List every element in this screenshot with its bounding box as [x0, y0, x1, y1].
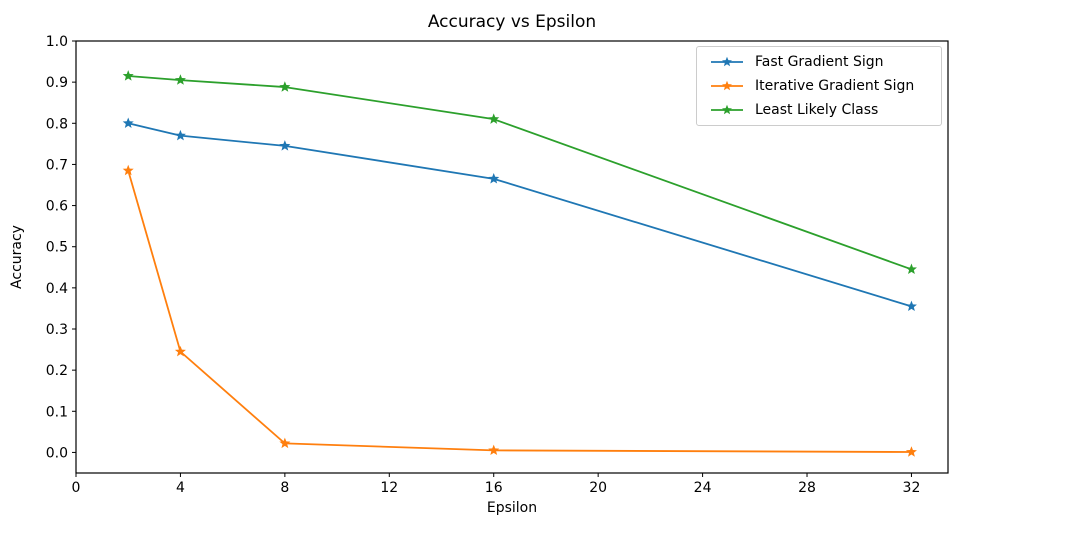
legend-line-marker-icon	[711, 80, 743, 91]
series-marker-star-icon	[905, 446, 917, 457]
legend-label: Least Likely Class	[755, 102, 879, 118]
series-marker-star-icon	[905, 263, 917, 275]
series-marker-star-icon	[174, 345, 186, 357]
x-tick-label: 16	[485, 480, 503, 496]
series-line	[127, 170, 912, 453]
series-marker-star-icon	[174, 129, 186, 141]
series-marker-star-icon	[488, 173, 500, 184]
x-tick-label: 8	[280, 480, 289, 496]
x-tick-label: 0	[72, 480, 81, 496]
series-marker-star-icon	[488, 113, 500, 124]
y-tick-label: 0.2	[46, 363, 68, 379]
legend-label: Fast Gradient Sign	[755, 54, 884, 70]
y-tick-label: 0.8	[46, 116, 68, 132]
series-marker-star-icon	[122, 117, 134, 128]
legend-label: Iterative Gradient Sign	[755, 78, 915, 94]
legend-star-icon	[722, 56, 732, 67]
y-tick-label: 0.1	[46, 404, 68, 420]
series-marker-star-icon	[279, 81, 291, 92]
series-marker-star-icon	[279, 140, 291, 151]
y-tick-label: 1.0	[46, 34, 68, 50]
y-tick-label: 0.3	[46, 322, 68, 338]
x-tick-label: 4	[176, 480, 185, 496]
y-tick-label: 0.9	[46, 75, 68, 91]
series-marker-star-icon	[122, 164, 134, 176]
y-tick-label: 0.0	[46, 445, 68, 461]
series-marker-star-icon	[279, 437, 291, 449]
plot-area-border	[75, 40, 949, 474]
series-marker-star-icon	[905, 300, 917, 312]
x-tick-label: 24	[694, 480, 712, 496]
series-marker-star-icon	[174, 74, 186, 85]
series-marker-star-icon	[122, 70, 134, 81]
y-axis-label: Accuracy	[9, 225, 25, 289]
y-tick-label: 0.7	[46, 157, 68, 173]
y-tick-label: 0.4	[46, 281, 68, 297]
legend: Fast Gradient Sign Iterative Gradient Si…	[696, 46, 942, 126]
legend-entry: Fast Gradient Sign	[707, 50, 941, 74]
legend-entry: Least Likely Class	[707, 98, 941, 122]
legend-line-marker-icon	[711, 56, 743, 67]
y-tick-label: 0.5	[46, 240, 68, 256]
x-axis-label: Epsilon	[486, 500, 538, 516]
chart-title: Accuracy vs Epsilon	[427, 12, 597, 32]
legend-star-icon	[722, 104, 732, 115]
y-tick-label: 0.6	[46, 199, 68, 215]
x-tick-label: 32	[903, 480, 921, 496]
legend-line-marker-icon	[711, 104, 743, 115]
x-tick-label: 12	[380, 480, 398, 496]
legend-star-icon	[722, 80, 732, 91]
series-marker-star-icon	[488, 444, 500, 456]
x-tick-label: 28	[798, 480, 816, 496]
series-line	[128, 122, 912, 308]
x-tick-label: 20	[589, 480, 607, 496]
legend-entry: Iterative Gradient Sign	[707, 74, 941, 98]
